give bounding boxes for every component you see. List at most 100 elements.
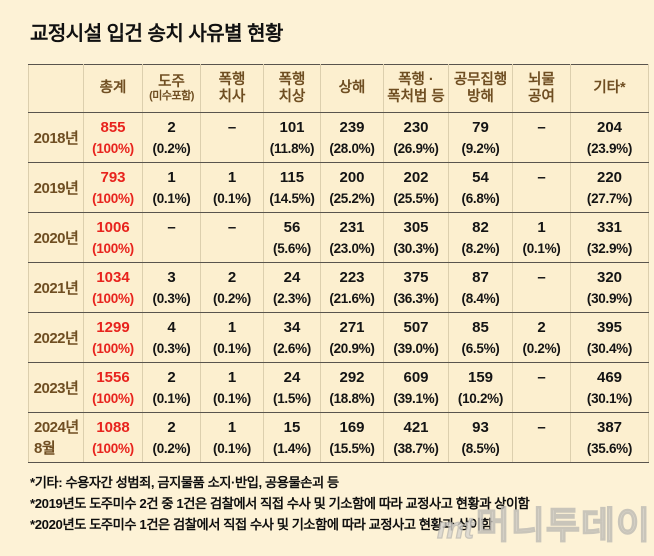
- count-value: 1: [537, 219, 546, 236]
- count-value: 239: [339, 119, 365, 136]
- data-cell: 292 (18.8%): [320, 362, 384, 413]
- table-row: 2020년 1006 (100%) – – 56 (5.6%) 231 (23.0%) 305…: [28, 212, 649, 263]
- data-cell: 1299 (100%): [83, 312, 143, 363]
- header-cell: 폭행 · 폭처법 등: [383, 64, 449, 113]
- percent-value: (0.1%): [213, 341, 251, 356]
- data-cell: 2 (0.1%): [142, 362, 201, 413]
- status-table: 총계 도주 (미수포함) 폭행 치사 폭행 치상 상해 폭행 · 폭처법 등 공무집행 방해 뇌물 공여 기…: [28, 64, 649, 463]
- count-value: 1: [227, 319, 237, 336]
- count-value: 34: [283, 319, 301, 336]
- data-cell: 1006 (100%): [83, 212, 143, 263]
- corner-cell: [28, 64, 84, 113]
- count-value: 1034: [96, 269, 130, 286]
- data-cell: 34 (2.6%): [263, 312, 321, 363]
- data-cell: 421 (38.7%): [383, 412, 449, 463]
- percent-value: (0.1%): [213, 191, 251, 206]
- data-cell: 1 (0.1%): [200, 362, 264, 413]
- count-value: 507: [403, 319, 429, 336]
- data-cell: 93 (8.5%): [448, 412, 513, 463]
- data-cell: 1 (0.1%): [200, 312, 264, 363]
- percent-value: (1.4%): [273, 441, 311, 456]
- count-value: –: [537, 169, 546, 186]
- percent-value: (9.2%): [461, 141, 500, 156]
- percent-value: [513, 289, 570, 308]
- percent-value: (8.4%): [461, 291, 500, 306]
- header-line: 치상: [278, 88, 306, 105]
- count-value: –: [537, 369, 546, 386]
- count-value: 375: [403, 269, 429, 286]
- data-cell: 2 (0.2%): [200, 262, 264, 313]
- data-cell: 2 (0.2%): [142, 112, 201, 163]
- count-value: –: [167, 219, 176, 236]
- count-value: 115: [279, 169, 305, 186]
- count-value: 1: [227, 369, 237, 386]
- count-value: 220: [596, 169, 623, 186]
- header-line: 기타*: [593, 80, 626, 97]
- header-line: (미수포함): [149, 90, 194, 103]
- year-line: 2022년: [33, 330, 79, 347]
- count-value: 609: [403, 369, 429, 386]
- count-value: 1299: [96, 319, 130, 336]
- header-line: 폭행: [278, 72, 306, 89]
- percent-value: (2.3%): [273, 291, 311, 306]
- percent-value: (27.7%): [586, 191, 633, 206]
- table-body: 2018년 855 (100%) 2 (0.2%) – 101 (11.8%) 239 (28.…: [28, 112, 649, 463]
- percent-value: [513, 189, 570, 208]
- percent-value: (100%): [92, 391, 134, 406]
- header-cell: 상해: [320, 64, 384, 113]
- page-title: 교정시설 입건 송치 사유별 현황: [30, 23, 283, 45]
- percent-value: (30.9%): [586, 291, 633, 306]
- percent-value: (0.1%): [522, 241, 561, 256]
- footnote-2020: *2020년도 도주미수 1건은 검찰에서 직접 수사 및 기소함에 따라 교정…: [30, 517, 493, 532]
- percent-value: (0.1%): [152, 391, 191, 406]
- count-value: 87: [472, 269, 489, 286]
- count-value: 331: [596, 219, 623, 236]
- data-cell: 85 (6.5%): [448, 312, 513, 363]
- year-cell: 2022년: [28, 312, 84, 363]
- data-cell: 204 (23.9%): [570, 112, 649, 163]
- data-cell: 3 (0.3%): [142, 262, 201, 313]
- percent-value: (5.6%): [273, 241, 311, 256]
- count-value: 855: [100, 119, 126, 136]
- percent-value: (39.0%): [393, 341, 439, 356]
- count-value: 1088: [96, 419, 130, 436]
- count-value: 2: [167, 419, 176, 436]
- count-value: –: [227, 219, 237, 236]
- data-cell: 375 (36.3%): [383, 262, 449, 313]
- header-cell: 기타*: [570, 64, 649, 113]
- data-cell: 54 (6.8%): [448, 162, 513, 213]
- percent-value: (100%): [92, 241, 134, 256]
- count-value: 793: [100, 169, 126, 186]
- header-row: 총계 도주 (미수포함) 폭행 치사 폭행 치상 상해 폭행 · 폭처법 등 공무집행 방해 뇌물 공여 기…: [28, 64, 649, 113]
- percent-value: [201, 239, 263, 258]
- data-cell: 395 (30.4%): [570, 312, 649, 363]
- percent-value: (0.3%): [152, 341, 191, 356]
- count-value: 204: [596, 119, 623, 136]
- percent-value: (100%): [92, 441, 134, 456]
- percent-value: (39.1%): [393, 391, 439, 406]
- count-value: 79: [472, 119, 489, 136]
- percent-value: (14.5%): [269, 191, 315, 206]
- data-cell: –: [512, 412, 571, 463]
- percent-value: (30.4%): [586, 341, 633, 356]
- data-cell: 1 (0.1%): [142, 162, 201, 213]
- data-cell: 305 (30.3%): [383, 212, 449, 263]
- percent-value: (25.5%): [393, 191, 439, 206]
- data-cell: –: [512, 362, 571, 413]
- year-line: 8월: [34, 439, 56, 457]
- data-cell: 202 (25.5%): [383, 162, 449, 213]
- percent-value: (0.3%): [152, 291, 191, 306]
- percent-value: (15.5%): [329, 441, 375, 456]
- percent-value: (100%): [92, 341, 134, 356]
- data-cell: 271 (20.9%): [320, 312, 384, 363]
- watermark-label: 머니투데이: [475, 504, 651, 546]
- count-value: 292: [339, 369, 365, 386]
- header-line: 방해: [467, 88, 494, 105]
- data-cell: 200 (25.2%): [320, 162, 384, 213]
- header-cell: 도주 (미수포함): [142, 64, 201, 113]
- percent-value: (6.5%): [461, 341, 500, 356]
- header-line: 폭처법 등: [387, 88, 445, 105]
- header-cell: 공무집행 방해: [448, 64, 513, 113]
- percent-value: [143, 239, 200, 258]
- data-cell: 223 (21.6%): [320, 262, 384, 313]
